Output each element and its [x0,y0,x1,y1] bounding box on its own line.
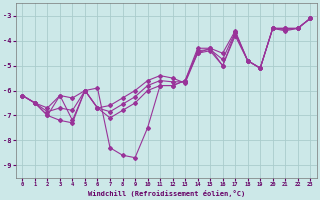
X-axis label: Windchill (Refroidissement éolien,°C): Windchill (Refroidissement éolien,°C) [88,190,245,197]
